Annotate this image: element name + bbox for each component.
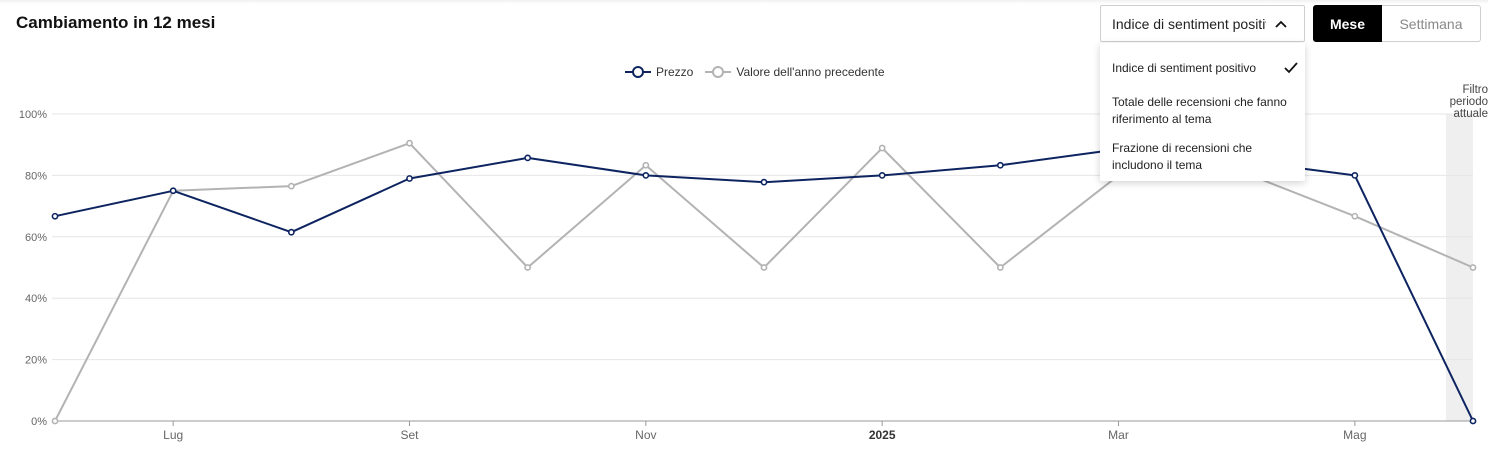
point-previous	[287, 182, 295, 190]
top-shadow	[0, 0, 1488, 4]
current-period-shade	[1446, 114, 1473, 421]
legend-label-previous: Valore dell'anno precedente	[736, 65, 885, 79]
dropdown-option-total-reviews[interactable]: Totale delle recensioni che fanno riferi…	[1112, 94, 1298, 128]
dropdown-option-label: Indice di sentiment positivo	[1112, 61, 1257, 75]
metric-select[interactable]: Indice di sentiment positivo	[1100, 5, 1305, 42]
period-toggle: Mese Settimana	[1313, 5, 1481, 42]
point-prezzo	[642, 171, 650, 179]
x-tick-label: Nov	[635, 428, 656, 442]
point-previous	[996, 264, 1004, 271]
chart-title: Cambiamento in 12 mesi	[16, 13, 216, 32]
x-tick-label: Set	[400, 428, 419, 442]
point-prezzo	[1351, 171, 1359, 179]
y-tick-label: 60%	[25, 232, 47, 244]
point-previous	[1351, 212, 1359, 220]
point-prezzo	[169, 187, 177, 195]
point-previous	[524, 264, 532, 271]
dropdown-option-label: Frazione di recensioni che includono il …	[1112, 141, 1253, 172]
point-prezzo	[878, 171, 886, 179]
dropdown-option-sentiment[interactable]: Indice di sentiment positivo	[1112, 60, 1298, 77]
series-line-prezzo	[54, 148, 1474, 422]
check-icon	[1284, 62, 1298, 74]
point-previous	[1469, 264, 1477, 271]
point-previous	[51, 417, 59, 425]
point-prezzo	[760, 178, 768, 186]
y-tick-label: 0%	[31, 416, 47, 428]
y-tick-label: 40%	[25, 293, 47, 305]
dropdown-option-label: Totale delle recensioni che fanno riferi…	[1112, 95, 1287, 126]
point-prezzo	[51, 212, 59, 220]
point-previous	[760, 264, 768, 271]
point-prezzo	[524, 154, 532, 162]
legend-item-previous[interactable]: Valore dell'anno precedente	[705, 65, 885, 79]
legend-marker-prezzo-icon	[625, 66, 651, 78]
x-tick-label: Mag	[1343, 428, 1366, 442]
toggle-settimana-button[interactable]: Settimana	[1382, 5, 1481, 42]
point-previous	[642, 161, 650, 169]
point-previous	[406, 139, 413, 147]
legend-label-prezzo: Prezzo	[656, 65, 694, 79]
chevron-up-icon	[1275, 20, 1287, 28]
dropdown-option-fraction-reviews[interactable]: Frazione di recensioni che includono il …	[1112, 140, 1298, 174]
period-filter-label: Filtro periodo attuale	[1449, 84, 1488, 120]
chart-legend: Prezzo Valore dell'anno precedente	[625, 65, 897, 79]
y-tick-label: 100%	[19, 109, 47, 121]
y-tick-label: 20%	[25, 355, 47, 367]
x-tick-label: Mar	[1108, 428, 1129, 442]
point-prezzo	[287, 228, 295, 236]
x-tick-label: Lug	[163, 428, 183, 442]
point-prezzo	[1469, 417, 1477, 425]
point-prezzo	[406, 175, 413, 182]
metric-select-value: Indice di sentiment positivo	[1112, 15, 1266, 32]
legend-item-prezzo[interactable]: Prezzo	[625, 65, 693, 79]
x-tick-label: 2025	[869, 428, 896, 442]
point-prezzo	[996, 161, 1004, 169]
point-previous	[878, 144, 886, 152]
y-tick-label: 80%	[25, 170, 47, 182]
metric-dropdown-menu: Indice di sentiment positivo Totale dell…	[1100, 43, 1305, 181]
legend-marker-previous-icon	[705, 66, 732, 78]
toggle-mese-button[interactable]: Mese	[1313, 5, 1382, 42]
